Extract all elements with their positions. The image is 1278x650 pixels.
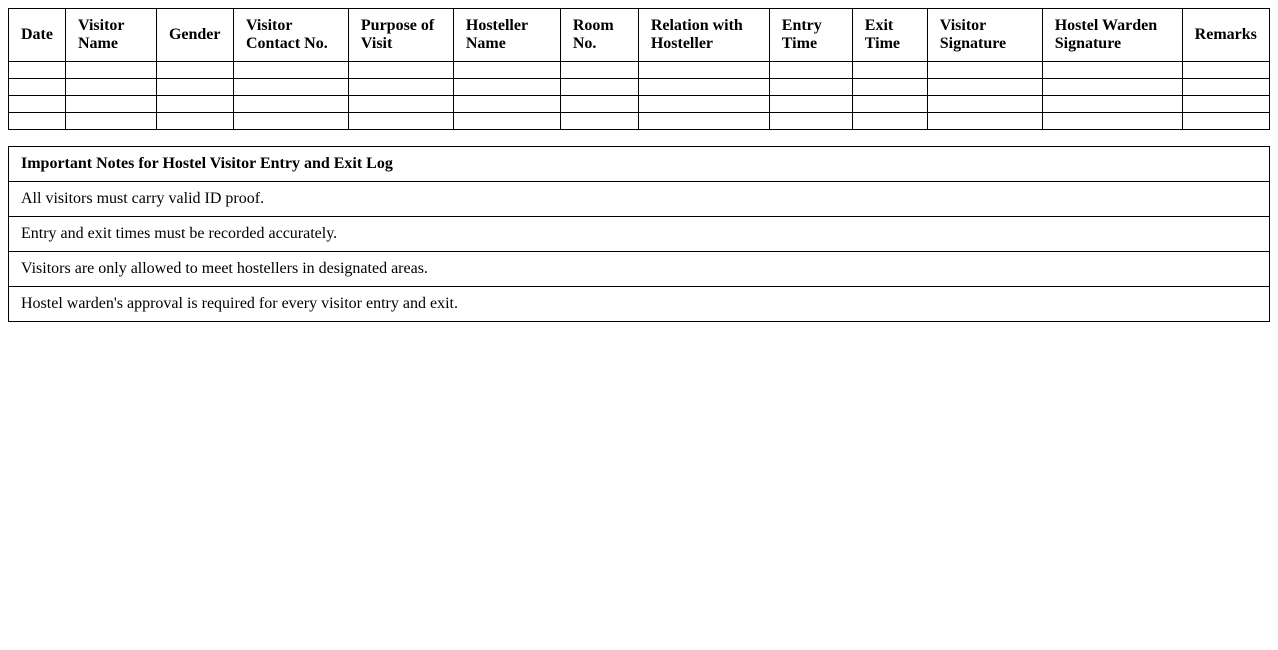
table-cell[interactable]: [155, 112, 234, 130]
column-header: Relation with Hosteller: [637, 8, 770, 62]
table-cell[interactable]: [64, 78, 157, 96]
table-cell[interactable]: [452, 78, 561, 96]
table-cell[interactable]: [8, 95, 66, 113]
table-cell[interactable]: [559, 112, 639, 130]
table-cell[interactable]: [851, 78, 928, 96]
table-cell[interactable]: [1041, 112, 1183, 130]
note-item: All visitors must carry valid ID proof.: [8, 181, 1270, 217]
table-cell[interactable]: [452, 95, 561, 113]
table-cell[interactable]: [637, 95, 770, 113]
column-header: Purpose of Visit: [347, 8, 454, 62]
table-cell[interactable]: [559, 78, 639, 96]
note-item: Hostel warden's approval is required for…: [8, 286, 1270, 322]
table-cell[interactable]: [347, 61, 454, 79]
table-cell[interactable]: [155, 95, 234, 113]
table-cell[interactable]: [768, 78, 853, 96]
column-header: Date: [8, 8, 66, 62]
column-header: Visitor Name: [64, 8, 157, 62]
table-cell[interactable]: [64, 112, 157, 130]
note-item: Entry and exit times must be recorded ac…: [8, 216, 1270, 252]
column-header: Visitor Signature: [926, 8, 1043, 62]
column-header: Remarks: [1181, 8, 1271, 62]
table-cell[interactable]: [926, 61, 1043, 79]
table-cell[interactable]: [452, 112, 561, 130]
table-cell[interactable]: [64, 61, 157, 79]
table-row: [8, 78, 1271, 96]
table-cell[interactable]: [8, 78, 66, 96]
table-cell[interactable]: [347, 112, 454, 130]
table-cell[interactable]: [926, 112, 1043, 130]
table-row: [8, 95, 1271, 113]
table-cell[interactable]: [232, 95, 349, 113]
column-header: Entry Time: [768, 8, 853, 62]
column-header: Room No.: [559, 8, 639, 62]
table-cell[interactable]: [232, 61, 349, 79]
table-cell[interactable]: [926, 95, 1043, 113]
table-cell[interactable]: [637, 61, 770, 79]
table-cell[interactable]: [64, 95, 157, 113]
notes-table: Important Notes for Hostel Visitor Entry…: [8, 146, 1270, 322]
table-cell[interactable]: [1041, 78, 1183, 96]
note-item: Visitors are only allowed to meet hostel…: [8, 251, 1270, 287]
table-row: [8, 61, 1271, 79]
table-cell[interactable]: [637, 112, 770, 130]
table-cell[interactable]: [1181, 61, 1271, 79]
table-cell[interactable]: [1181, 78, 1271, 96]
table-cell[interactable]: [232, 78, 349, 96]
table-cell[interactable]: [851, 61, 928, 79]
table-cell[interactable]: [926, 78, 1043, 96]
table-row: [8, 112, 1271, 130]
table-cell[interactable]: [559, 95, 639, 113]
table-cell[interactable]: [768, 61, 853, 79]
table-cell[interactable]: [1181, 95, 1271, 113]
table-cell[interactable]: [1041, 95, 1183, 113]
notes-title: Important Notes for Hostel Visitor Entry…: [8, 146, 1270, 182]
table-cell[interactable]: [347, 78, 454, 96]
table-cell[interactable]: [768, 112, 853, 130]
table-cell[interactable]: [851, 95, 928, 113]
table-cell[interactable]: [1041, 61, 1183, 79]
table-cell[interactable]: [8, 61, 66, 79]
table-cell[interactable]: [8, 112, 66, 130]
table-cell[interactable]: [637, 78, 770, 96]
column-header: Hostel Warden Signature: [1041, 8, 1183, 62]
table-cell[interactable]: [347, 95, 454, 113]
table-cell[interactable]: [232, 112, 349, 130]
table-cell[interactable]: [155, 61, 234, 79]
table-cell[interactable]: [559, 61, 639, 79]
table-cell[interactable]: [851, 112, 928, 130]
table-cell[interactable]: [452, 61, 561, 79]
column-header: Gender: [155, 8, 234, 62]
table-cell[interactable]: [768, 95, 853, 113]
column-header: Visitor Contact No.: [232, 8, 349, 62]
table-cell[interactable]: [1181, 112, 1271, 130]
column-header: Exit Time: [851, 8, 928, 62]
column-header: Hosteller Name: [452, 8, 561, 62]
table-cell[interactable]: [155, 78, 234, 96]
visitor-log-table: Date Visitor Name Gender Visitor Contact No…: [8, 8, 1271, 130]
